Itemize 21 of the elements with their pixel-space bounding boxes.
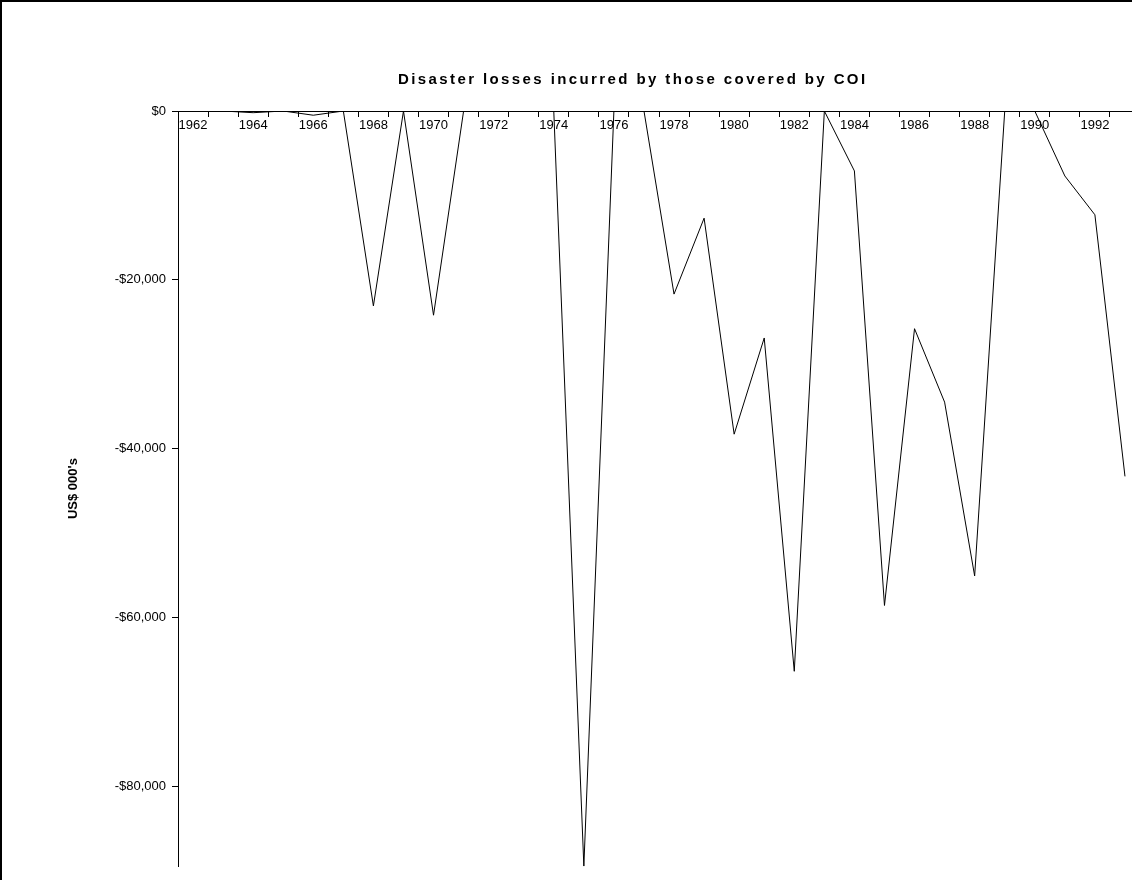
x-tick-label: 1978: [659, 117, 689, 133]
x-tick-label: 1982: [779, 117, 809, 133]
x-tick-label: 1990: [1020, 117, 1050, 133]
x-tick-label: 1972: [479, 117, 509, 133]
x-tick-label: 1980: [719, 117, 749, 133]
y-axis-title: US$ 000's: [65, 458, 81, 520]
x-tick-label: 1962: [178, 117, 208, 133]
x-tick-label: 1984: [839, 117, 869, 133]
y-tick-label: -$20,000: [114, 271, 166, 287]
chart-title: Disaster losses incurred by those covered by COI: [398, 70, 868, 87]
y-tick-label: -$80,000: [114, 777, 166, 793]
x-tick-label: 1964: [238, 117, 268, 133]
x-tick-label: 1988: [960, 117, 990, 133]
x-tick-label: 1970: [419, 117, 448, 133]
x-tick-label: 1968: [358, 117, 388, 133]
y-tick-label: -$40,000: [114, 440, 166, 456]
x-tick-label: 1992: [1080, 117, 1110, 133]
y-tick-label: -$60,000: [114, 608, 166, 624]
x-tick-label: 1986: [900, 117, 929, 133]
x-tick-label: 1966: [298, 117, 328, 133]
y-tick-label: $0: [151, 102, 166, 118]
